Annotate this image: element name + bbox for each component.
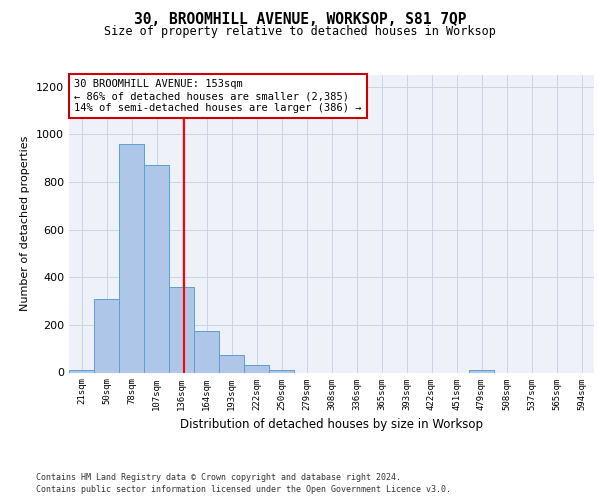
Bar [194,331,219,372]
Bar [144,166,169,372]
Text: 30 BROOMHILL AVENUE: 153sqm
← 86% of detached houses are smaller (2,385)
14% of : 30 BROOMHILL AVENUE: 153sqm ← 86% of det… [74,80,362,112]
Bar [119,144,144,372]
Bar [169,287,194,372]
Text: Contains public sector information licensed under the Open Government Licence v3: Contains public sector information licen… [36,485,451,494]
Text: 30, BROOMHILL AVENUE, WORKSOP, S81 7QP: 30, BROOMHILL AVENUE, WORKSOP, S81 7QP [134,12,466,28]
Y-axis label: Number of detached properties: Number of detached properties [20,136,31,312]
Bar [69,370,94,372]
Text: Contains HM Land Registry data © Crown copyright and database right 2024.: Contains HM Land Registry data © Crown c… [36,472,401,482]
Bar [94,298,119,372]
Bar [244,366,269,372]
Bar [269,370,294,372]
Text: Size of property relative to detached houses in Worksop: Size of property relative to detached ho… [104,25,496,38]
Bar [219,354,244,372]
X-axis label: Distribution of detached houses by size in Worksop: Distribution of detached houses by size … [180,418,483,431]
Bar [469,370,494,372]
